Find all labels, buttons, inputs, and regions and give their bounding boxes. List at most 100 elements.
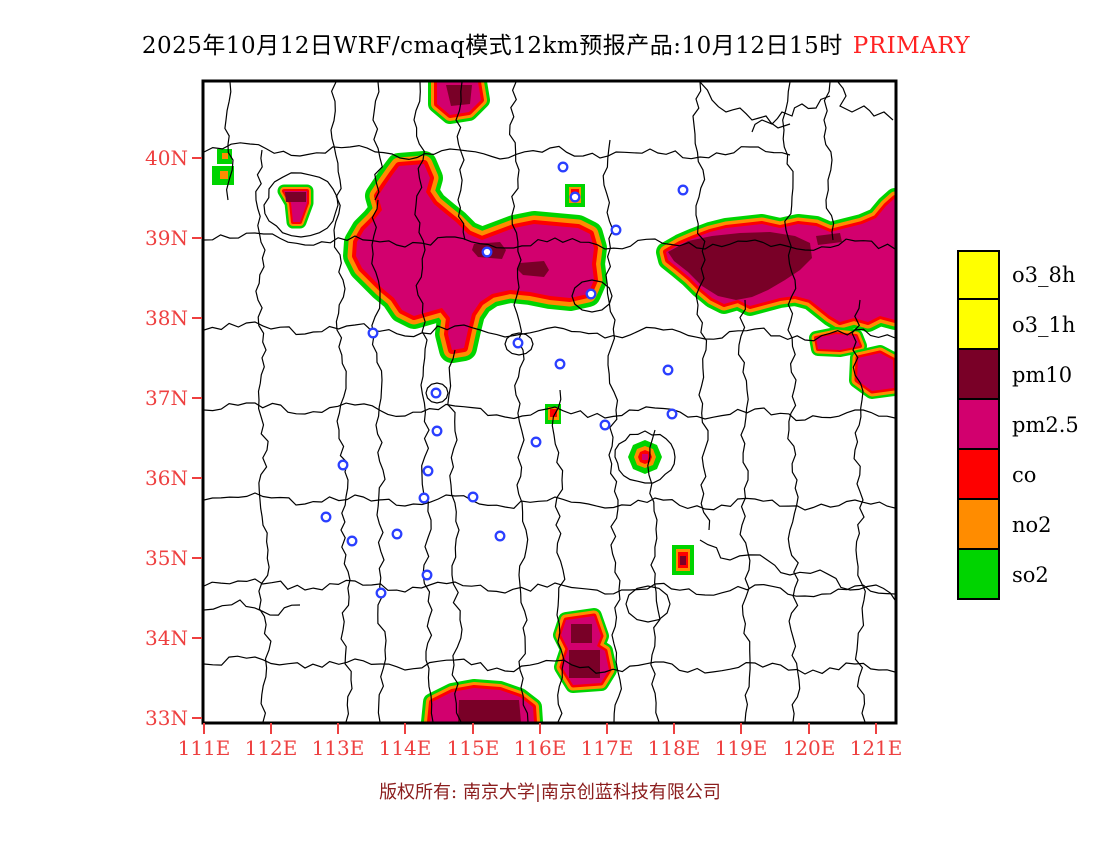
boundary-line [571,279,613,313]
legend-swatch-no2 [957,500,1000,550]
boundary-line [823,82,835,241]
title-tag: PRIMARY [852,33,971,59]
boundary-line [263,172,339,238]
legend-swatch-o3_1h [957,300,1000,350]
lat-label-39N: 39N [145,226,188,250]
boundary-line [851,299,866,722]
city-marker [599,419,611,431]
pollution-patch-pm10 [571,624,592,643]
boundary-line [692,82,711,531]
boundary-line [447,349,463,722]
boundary-line [224,82,234,201]
city-marker [320,511,332,523]
pollution-patch-pm10 [446,85,472,106]
legend-label: o3_1h [1012,313,1076,337]
lon-label-114E: 114E [379,736,432,760]
title-text: 2025年10月12日WRF/cmaq模式12km预报产品:10月12日15时 [141,33,843,59]
city-marker [494,530,506,542]
city-marker [569,191,581,203]
pollution-patch-pm25 [642,454,648,460]
city-marker [367,327,379,339]
boundary-line [204,492,895,511]
pollution-patch-pm10 [517,261,549,277]
pollution-patch-pm10 [680,556,686,565]
boundary-line [255,149,272,722]
lon-label-113E: 113E [312,736,365,760]
pollution-patch-pm10 [569,650,600,678]
city-marker [554,358,566,370]
legend-label: no2 [1012,513,1052,537]
city-marker [337,459,349,471]
boundary-line [204,232,895,251]
boundary-line [504,332,534,356]
city-marker [512,337,524,349]
boundary-line [647,429,661,722]
legend-label: co [1012,463,1037,487]
lat-label-37N: 37N [145,386,188,410]
boundary-line [330,82,353,722]
boundary-line [837,82,894,121]
boundary-line [602,139,623,722]
lon-label-115E: 115E [447,736,500,760]
city-marker [662,364,674,376]
boundary-line [204,402,895,422]
boundary-line [204,142,791,161]
boundary-line [699,82,791,129]
city-marker [481,246,493,258]
city-marker [422,465,434,477]
legend-label: o3_8h [1012,263,1076,287]
axis-layer: 40N 39N 38N 37N 36N 35N 34N 33N 111E 112E 113E 114E… [145,146,902,760]
city-marker [530,436,542,448]
boundary-line [782,82,801,722]
pollution-patch-pm10 [816,233,842,245]
city-marker [430,387,442,399]
city-marker [666,408,678,420]
boundary-line [751,95,831,133]
lon-label-121E: 121E [850,736,903,760]
boundary-line [204,599,301,616]
lon-label-117E: 117E [581,736,634,760]
boundary-line [425,382,449,404]
lon-label-111E: 111E [178,736,231,760]
boundary-line [614,430,676,484]
legend-swatch-co [957,450,1000,500]
legend-label: pm2.5 [1012,413,1079,437]
boundary-line [204,321,895,342]
boundary-layer [204,82,895,722]
boundary-line [372,82,383,201]
boundary-line [371,199,387,722]
city-marker [467,491,479,503]
copyright-footer: 版权所有: 南京大学|南京创蓝科技有限公司 [379,782,721,803]
map-border [201,79,898,725]
legend-label: pm10 [1012,363,1073,387]
lat-label-34N: 34N [145,626,188,650]
boundary-line [508,82,529,722]
city-marker [391,528,403,540]
legend-label: so2 [1012,563,1049,587]
pollution-blob-core-pm25 [816,334,860,350]
city-marker [431,425,443,437]
legend-swatch-pm10 [957,350,1000,400]
lat-label-33N: 33N [145,706,188,730]
city-marker [421,569,433,581]
lon-label-120E: 120E [783,736,836,760]
boundary-line [204,578,895,598]
pollution-blob-core-pm25 [857,353,894,391]
boundary-line [204,655,895,675]
lon-label-119E: 119E [715,736,768,760]
boundary-line [551,389,566,722]
legend-swatch-o3_8h [957,250,1000,300]
city-marker [677,184,689,196]
city-marker [375,587,387,599]
marker-layer [320,161,689,599]
lon-label-112E: 112E [245,736,298,760]
lon-label-118E: 118E [648,736,701,760]
city-marker [585,288,597,300]
legend-swatch-so2 [957,550,1000,600]
lat-label-35N: 35N [145,546,188,570]
boundary-line [455,82,466,241]
boundary-line [699,539,895,601]
